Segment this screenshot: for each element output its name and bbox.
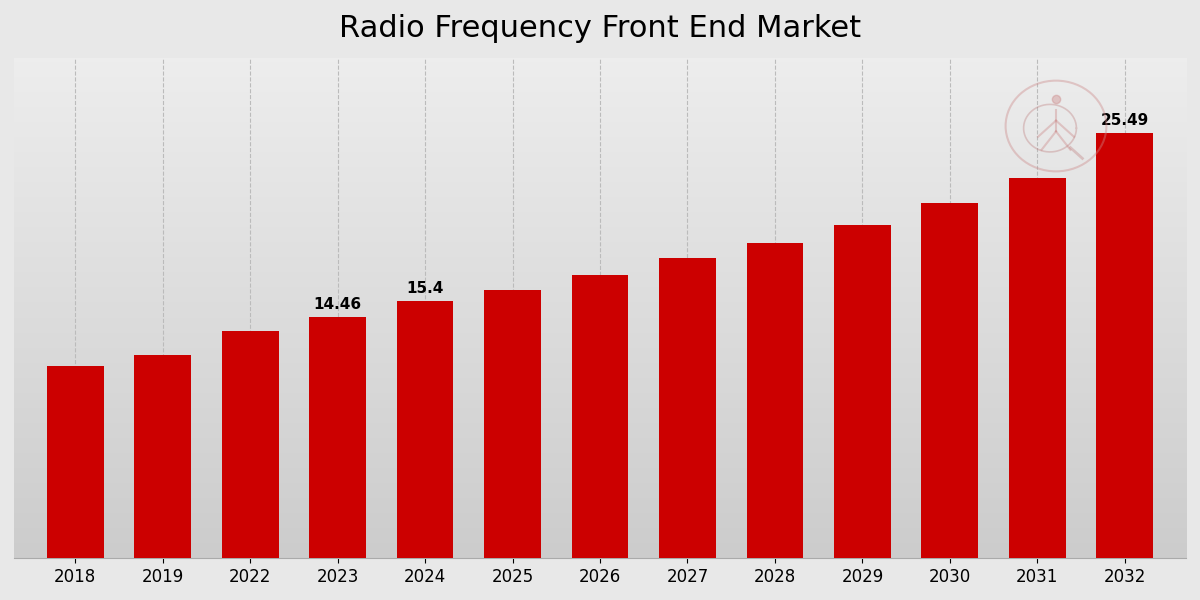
Bar <box>134 355 191 559</box>
Text: 14.46: 14.46 <box>313 297 361 312</box>
Bar <box>746 243 803 559</box>
Bar <box>834 224 890 559</box>
Bar <box>47 367 103 559</box>
Text: 15.4: 15.4 <box>407 281 444 296</box>
Bar <box>222 331 278 559</box>
Bar <box>571 275 629 559</box>
Title: Radio Frequency Front End Market: Radio Frequency Front End Market <box>338 14 862 43</box>
Bar <box>310 317 366 559</box>
Bar <box>922 203 978 559</box>
Bar <box>1097 133 1153 559</box>
Bar <box>484 290 541 559</box>
Bar <box>397 301 454 559</box>
Bar <box>1009 178 1066 559</box>
Bar <box>659 258 716 559</box>
Text: 25.49: 25.49 <box>1100 113 1150 128</box>
